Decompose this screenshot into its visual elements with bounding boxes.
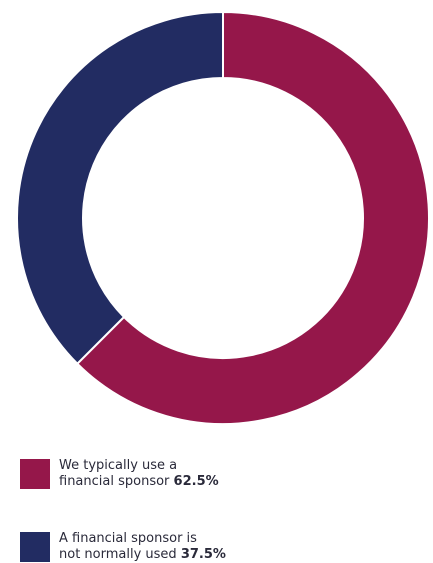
legend-label-text: not normally used bbox=[59, 547, 177, 562]
legend-label-text: financial sponsor bbox=[59, 474, 170, 489]
legend-label-use-sponsor: We typically use a financial sponsor 62.… bbox=[59, 458, 259, 490]
donut-chart bbox=[16, 10, 430, 425]
legend-label-line-1: We typically use a bbox=[59, 458, 178, 473]
legend-label-line-1: A financial sponsor is bbox=[59, 531, 197, 546]
legend-value: 62.5% bbox=[173, 474, 219, 489]
legend-label-no-sponsor: A financial sponsor is not normally used… bbox=[59, 531, 259, 563]
legend-label-line-2: financial sponsor 62.5% bbox=[59, 474, 259, 490]
legend-item-no-sponsor: A financial sponsor is not normally used… bbox=[20, 531, 259, 563]
legend-swatch-no-sponsor bbox=[20, 532, 50, 562]
donut-slice-use-sponsor bbox=[75, 10, 430, 425]
donut-slice-no-sponsor bbox=[16, 10, 224, 366]
donut-slices bbox=[16, 10, 430, 425]
legend-value: 37.5% bbox=[180, 547, 226, 562]
legend-swatch-use-sponsor bbox=[20, 459, 50, 489]
legend-label-line-2: not normally used 37.5% bbox=[59, 547, 259, 563]
legend-item-use-sponsor: We typically use a financial sponsor 62.… bbox=[20, 458, 259, 490]
